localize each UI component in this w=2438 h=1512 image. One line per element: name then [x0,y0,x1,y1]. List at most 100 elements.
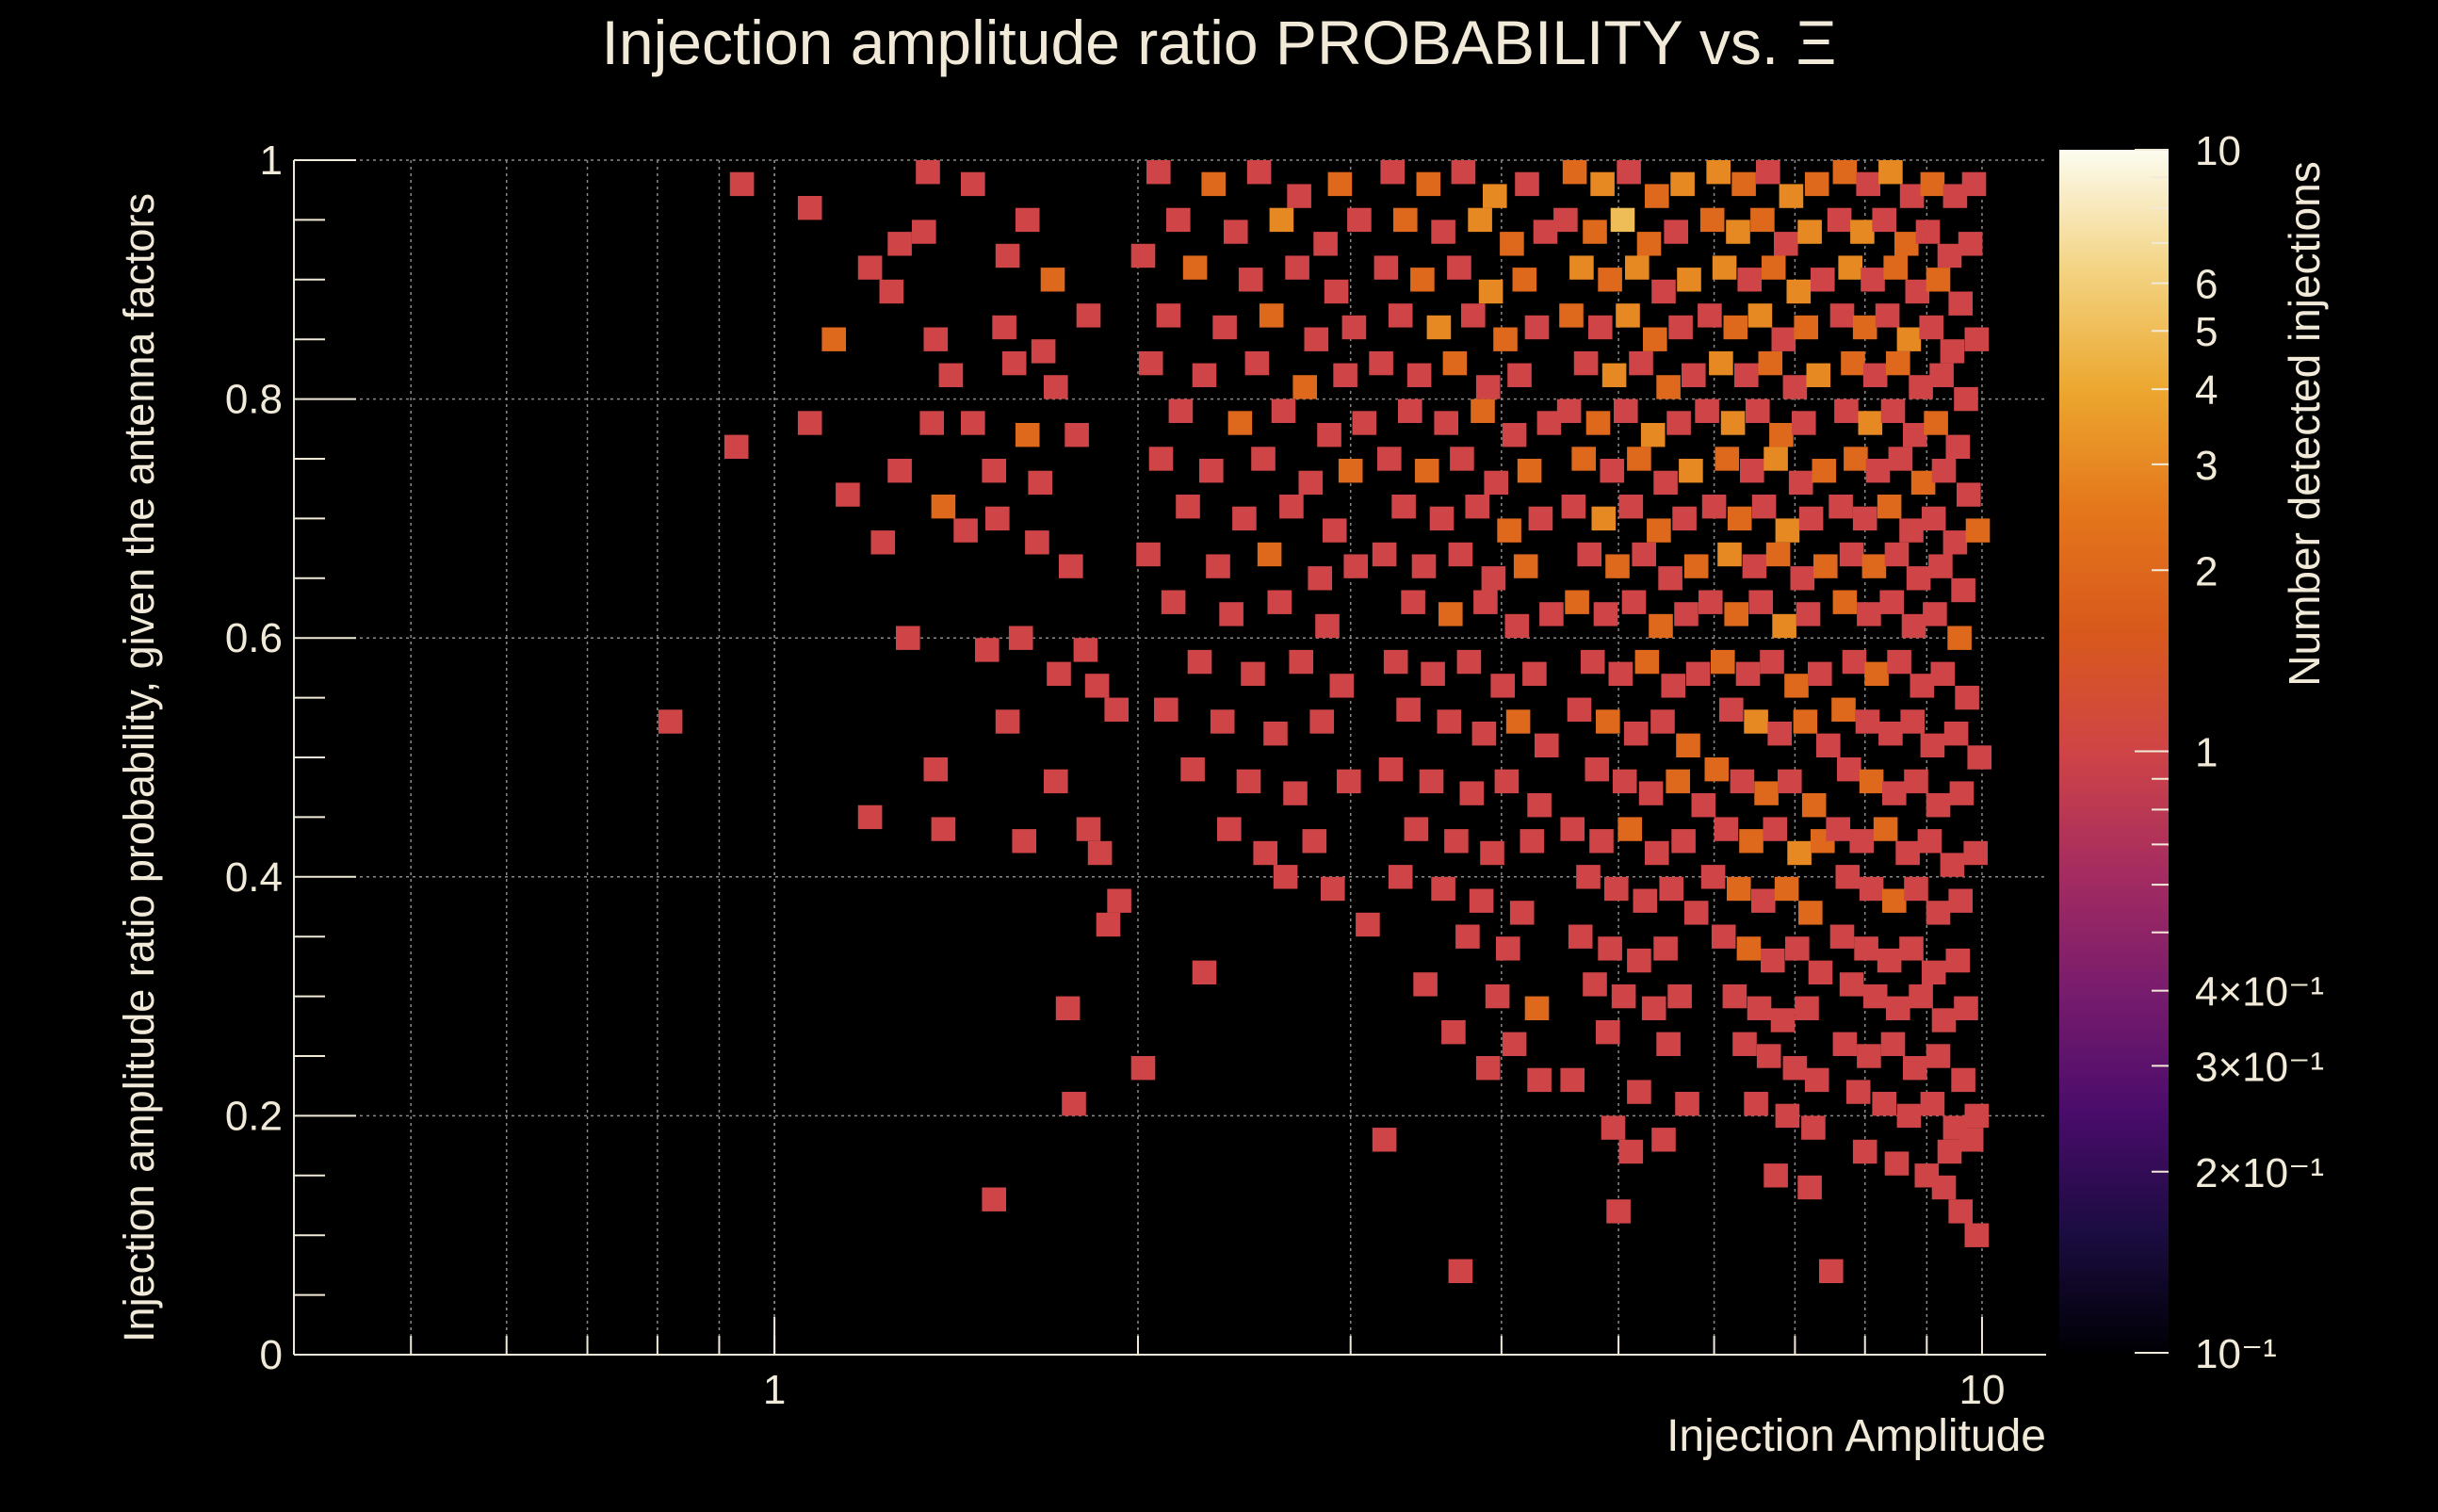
heatmap-cell [1517,459,1542,483]
heatmap-cell [1816,733,1841,757]
heatmap-cell [1924,411,1948,435]
heatmap-cell [961,171,985,197]
heatmap-cell [931,817,956,841]
heatmap-cell [916,160,940,185]
heatmap-cell [1601,363,1627,387]
heatmap-cell [1553,207,1578,233]
heatmap-cell [1771,327,1796,351]
heatmap-cell [1616,303,1640,328]
heatmap-cell [1560,817,1585,841]
heatmap-cell [1798,506,1824,531]
heatmap-cell [1734,363,1759,387]
heatmap-cell [1617,160,1641,185]
heatmap-cell [1611,984,1636,1009]
heatmap-cell [1801,793,1827,818]
heatmap-cell [1589,829,1614,854]
heatmap-cell [1421,661,1445,686]
heatmap-cell [1844,447,1868,471]
heatmap-cell [1904,769,1928,794]
heatmap-cell [1653,936,1678,961]
heatmap-cell [1593,602,1618,626]
heatmap-cell [1567,697,1592,722]
heatmap-cell [1829,924,1855,949]
heatmap-cell [1722,984,1747,1009]
heatmap-cell [1653,470,1678,496]
colorbar-tick-label: 1 [2195,730,2218,776]
heatmap-cell [1475,1056,1501,1081]
heatmap-cell [1469,888,1494,913]
heatmap-cell [1782,1056,1808,1081]
heatmap-cell [1920,171,1945,197]
heatmap-cell [1931,1175,1957,1200]
heatmap-cell [1583,972,1607,997]
heatmap-cell [1959,1128,1984,1152]
heatmap-cell [1490,674,1515,698]
heatmap-cell [1841,350,1865,376]
heatmap-cell [1451,160,1476,185]
heatmap-cell [1948,888,1973,913]
heatmap-cell [1015,423,1040,447]
heatmap-cell [1732,1032,1757,1056]
colorbar-tick-label: 3×10⁻¹ [2195,1044,2324,1090]
heatmap-cell [729,171,755,197]
heatmap-cell [1257,542,1282,567]
heatmap-cell [1273,865,1298,889]
heatmap-cell [1263,722,1288,746]
heatmap-cell [1945,948,1971,973]
heatmap-cell [1641,996,1666,1020]
heatmap-cell [1539,602,1564,626]
heatmap-cell [1571,447,1596,471]
heatmap-cell [1343,554,1368,578]
heatmap-cell [1958,232,1983,256]
heatmap-cell [1638,781,1664,805]
heatmap-cell [1434,411,1458,435]
heatmap-cell [1465,495,1489,519]
heatmap-cell [1724,602,1748,626]
heatmap-cell [1568,924,1593,949]
heatmap-cell [1507,363,1532,387]
heatmap-cell [1945,434,1971,459]
heatmap-cell [1414,459,1439,483]
heatmap-cell [1761,948,1785,973]
heatmap-cell [1633,888,1658,913]
heatmap-cell [1104,697,1129,722]
heatmap-cell [1763,447,1788,471]
heatmap-cell [1302,829,1327,854]
heatmap-cell [1236,769,1261,794]
heatmap-cell [1737,268,1762,292]
heatmap-cell [1614,398,1638,423]
heatmap-cell [1698,590,1723,614]
colorbar-tick-label: 4 [2195,367,2218,414]
heatmap-cell [1677,268,1701,292]
heatmap-cell [1872,1092,1896,1116]
heatmap-cell [1884,542,1910,567]
heatmap-cell [1047,661,1071,686]
heatmap-cell [1461,303,1486,328]
heatmap-cell [1811,268,1835,292]
heatmap-cell [1431,876,1455,902]
heatmap-cell [836,482,860,507]
heatmap-cell [1636,232,1662,256]
heatmap-cell [1656,1032,1681,1056]
heatmap-cell [1709,350,1733,376]
heatmap-cell [1865,459,1891,483]
heatmap-cell [1267,590,1292,614]
heatmap-cell [1073,638,1098,662]
heatmap-cell [1900,709,1925,734]
heatmap-cell [1522,661,1547,686]
heatmap-cell [1778,769,1802,794]
heatmap-cell [1964,1223,1990,1247]
heatmap-cell [1372,1128,1397,1152]
heatmap-cell [1963,840,1988,866]
heatmap-cell [1782,375,1808,399]
heatmap-cell [1779,184,1804,208]
heatmap-cell [1666,411,1691,435]
heatmap-cell [1926,793,1951,818]
heatmap-cell [1679,459,1703,483]
heatmap-cell [982,459,1006,483]
heatmap-cell [1600,459,1625,483]
heatmap-cell [1372,542,1397,567]
heatmap-cell [1849,829,1874,854]
heatmap-cell [1917,829,1942,854]
heatmap-cell [1967,745,1991,770]
